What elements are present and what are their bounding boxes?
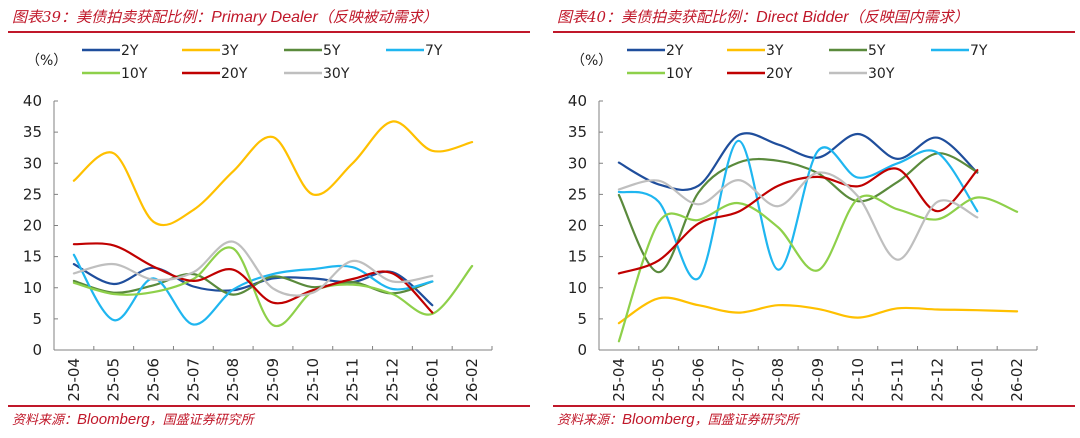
series-line-7y <box>617 139 979 281</box>
y-tick-label: 40 <box>568 92 587 110</box>
series-line-3y <box>72 120 474 227</box>
legend-item-5y: 5Y <box>829 43 886 59</box>
source-divider <box>553 405 1075 407</box>
legend-item-7y: 7Y <box>931 43 988 59</box>
y-tick-label: 35 <box>568 123 587 141</box>
legend-item-20y: 20Y <box>727 66 793 82</box>
x-tick-label: 25-11 <box>889 358 907 402</box>
series-line-5y <box>617 152 979 274</box>
title-divider <box>8 31 530 33</box>
series-line-20y <box>72 242 434 314</box>
x-tick-label: 25-04 <box>610 358 628 402</box>
unit-label: （%） <box>571 53 612 69</box>
x-tick-label: 26-01 <box>423 358 441 402</box>
x-tick-label: 25-12 <box>383 358 401 402</box>
y-tick-label: 0 <box>32 341 42 359</box>
legend-item-2y: 2Y <box>627 43 684 59</box>
x-tick-label: 25-07 <box>184 358 202 402</box>
legend-item-30y: 30Y <box>829 66 895 82</box>
line-chart-primary-dealer: （%） 2Y 3Y 5Y 7Y 10Y 20Y 30Y 0 5 10 15 20 25 30 35 40 25-0… <box>23 43 493 402</box>
legend-item-3y: 3Y <box>727 43 784 59</box>
title-divider <box>553 31 1075 33</box>
x-tick-label: 25-10 <box>849 358 867 402</box>
series-line-30y <box>617 171 979 261</box>
x-tick-label: 25-09 <box>264 358 282 402</box>
legend-item-7y: 7Y <box>386 43 443 59</box>
y-tick-label: 15 <box>568 248 587 266</box>
legend-label: 7Y <box>425 43 443 59</box>
legend-label: 20Y <box>221 66 248 82</box>
y-tick-label: 25 <box>23 185 42 203</box>
series-line-30y <box>72 240 434 297</box>
y-tick-label: 25 <box>568 185 587 203</box>
source-note: 资料来源：Bloomberg，国盛证券研究所 <box>557 411 799 428</box>
chart-title: 图表40：美债拍卖获配比例：Direct Bidder（反映国内需求） <box>557 8 969 26</box>
legend-item-30y: 30Y <box>284 66 350 82</box>
legend-item-20y: 20Y <box>182 66 248 82</box>
series-line-10y <box>617 194 1019 343</box>
series-line-20y <box>617 167 979 275</box>
x-tick-label: 25-07 <box>729 358 747 402</box>
legend-item-10y: 10Y <box>627 66 693 82</box>
legend-label: 3Y <box>221 43 239 59</box>
y-tick-label: 0 <box>577 341 587 359</box>
legend-item-5y: 5Y <box>284 43 341 59</box>
series-line-7y <box>72 253 434 326</box>
x-tick-label: 25-12 <box>928 358 946 402</box>
series-line-2y <box>617 132 979 192</box>
x-tick-label: 25-10 <box>304 358 322 402</box>
legend-label: 2Y <box>121 43 139 59</box>
legend-label: 20Y <box>766 66 793 82</box>
y-tick-label: 5 <box>32 310 42 328</box>
x-tick-label: 25-09 <box>809 358 827 402</box>
source-note: 资料来源：Bloomberg，国盛证券研究所 <box>12 411 254 428</box>
x-tick-label: 25-05 <box>105 358 123 402</box>
x-tick-label: 25-08 <box>769 358 787 402</box>
series-line-3y <box>617 296 1019 325</box>
y-tick-label: 30 <box>23 154 42 172</box>
x-tick-label: 25-05 <box>650 358 668 402</box>
line-chart-direct-bidder: （%） 2Y 3Y 5Y 7Y 10Y 20Y 30Y 0 5 10 15 20 25 30 35 40 25-0… <box>568 43 1038 402</box>
legend-item-3y: 3Y <box>182 43 239 59</box>
x-tick-label: 25-04 <box>65 358 83 402</box>
y-tick-label: 35 <box>23 123 42 141</box>
x-tick-label: 25-06 <box>145 358 163 402</box>
legend-label: 5Y <box>868 43 886 59</box>
y-tick-label: 40 <box>23 92 42 110</box>
x-tick-label: 25-06 <box>690 358 708 402</box>
legend-label: 2Y <box>666 43 684 59</box>
legend-label: 10Y <box>666 66 693 82</box>
y-tick-label: 20 <box>23 217 42 235</box>
legend-item-10y: 10Y <box>82 66 148 82</box>
legend-item-2y: 2Y <box>82 43 139 59</box>
chart-panel-direct-bidder: 图表40：美债拍卖获配比例：Direct Bidder（反映国内需求） （%） 2… <box>553 0 1080 438</box>
legend-label: 7Y <box>970 43 988 59</box>
x-tick-label: 26-02 <box>1008 358 1026 402</box>
legend-label: 30Y <box>323 66 350 82</box>
y-tick-label: 20 <box>568 217 587 235</box>
chart-panel-primary-dealer: 图表39：美债拍卖获配比例：Primary Dealer（反映被动需求） （%）… <box>8 0 538 438</box>
x-tick-label: 25-08 <box>224 358 242 402</box>
unit-label: （%） <box>26 53 67 69</box>
y-tick-label: 15 <box>23 248 42 266</box>
legend-label: 3Y <box>766 43 784 59</box>
chart-title: 图表39：美债拍卖获配比例：Primary Dealer（反映被动需求） <box>12 8 438 26</box>
x-tick-label: 25-11 <box>344 358 362 402</box>
y-tick-label: 30 <box>568 154 587 172</box>
x-tick-label: 26-01 <box>968 358 986 402</box>
legend-label: 5Y <box>323 43 341 59</box>
y-tick-label: 10 <box>23 279 42 297</box>
legend-label: 10Y <box>121 66 148 82</box>
y-tick-label: 10 <box>568 279 587 297</box>
y-tick-label: 5 <box>577 310 587 328</box>
legend-label: 30Y <box>868 66 895 82</box>
x-tick-label: 26-02 <box>463 358 481 402</box>
source-divider <box>8 405 530 407</box>
series-line-10y <box>72 246 474 328</box>
